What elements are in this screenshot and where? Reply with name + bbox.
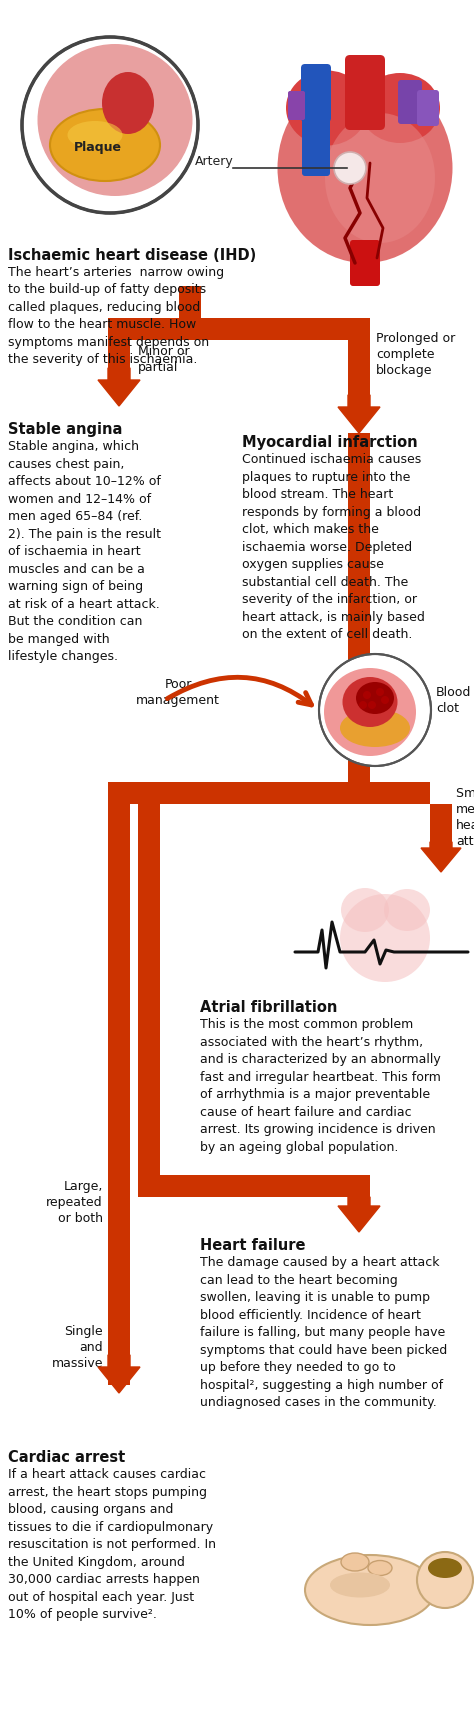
Text: This is the most common problem
associated with the heart’s rhythm,
and is chara: This is the most common problem associat… <box>200 1018 441 1153</box>
Ellipse shape <box>343 677 398 727</box>
Ellipse shape <box>102 72 154 135</box>
Ellipse shape <box>360 72 440 143</box>
FancyArrow shape <box>98 368 140 406</box>
Bar <box>370 782 430 804</box>
FancyBboxPatch shape <box>417 90 439 126</box>
Circle shape <box>376 689 384 696</box>
Ellipse shape <box>356 682 394 715</box>
FancyArrow shape <box>98 1355 140 1393</box>
Text: The damage caused by a heart attack
can lead to the heart becoming
swollen, leav: The damage caused by a heart attack can … <box>200 1257 447 1408</box>
FancyArrow shape <box>338 1198 380 1232</box>
Ellipse shape <box>341 887 389 932</box>
Ellipse shape <box>37 43 192 197</box>
Text: Stable angina: Stable angina <box>8 421 122 437</box>
Text: Myocardial infarction: Myocardial infarction <box>242 435 418 450</box>
Bar <box>430 804 452 842</box>
Text: Single
and
massive: Single and massive <box>52 1326 103 1370</box>
Ellipse shape <box>384 889 430 930</box>
Ellipse shape <box>340 894 430 982</box>
FancyArrowPatch shape <box>167 677 311 704</box>
Ellipse shape <box>277 72 453 262</box>
Text: Artery: Artery <box>195 155 234 167</box>
Text: Blood
clot: Blood clot <box>436 685 471 715</box>
Text: Prolonged or
complete
blockage: Prolonged or complete blockage <box>376 331 455 376</box>
Circle shape <box>334 152 366 185</box>
Ellipse shape <box>67 121 122 148</box>
Text: Large,
repeated
or both: Large, repeated or both <box>46 1181 103 1225</box>
Text: Cardiac arrest: Cardiac arrest <box>8 1450 125 1465</box>
Ellipse shape <box>428 1559 462 1578</box>
FancyBboxPatch shape <box>345 55 385 129</box>
Ellipse shape <box>341 1553 369 1571</box>
Bar <box>348 433 370 782</box>
Bar <box>108 804 130 1384</box>
FancyBboxPatch shape <box>302 110 330 176</box>
Ellipse shape <box>305 1555 435 1624</box>
Circle shape <box>22 36 198 212</box>
Text: Small or
medium
heart
attack: Small or medium heart attack <box>456 787 474 847</box>
FancyArrow shape <box>421 842 461 872</box>
Ellipse shape <box>330 1572 390 1598</box>
Ellipse shape <box>340 709 410 747</box>
Circle shape <box>363 690 371 699</box>
Text: Continued ischaemia causes
plaques to rupture into the
blood stream. The heart
r: Continued ischaemia causes plaques to ru… <box>242 452 425 640</box>
Circle shape <box>368 701 376 709</box>
Text: Ischaemic heart disease (IHD): Ischaemic heart disease (IHD) <box>8 249 256 262</box>
FancyBboxPatch shape <box>350 240 380 287</box>
Text: Heart failure: Heart failure <box>200 1238 306 1253</box>
FancyBboxPatch shape <box>301 64 331 123</box>
Ellipse shape <box>286 71 368 145</box>
Ellipse shape <box>325 112 435 243</box>
Text: Poor
management: Poor management <box>136 678 220 708</box>
Circle shape <box>359 701 367 709</box>
FancyBboxPatch shape <box>288 91 305 121</box>
Ellipse shape <box>368 1560 392 1576</box>
Text: If a heart attack causes cardiac
arrest, the heart stops pumping
blood, causing : If a heart attack causes cardiac arrest,… <box>8 1469 216 1621</box>
Bar <box>108 340 130 368</box>
Ellipse shape <box>50 109 160 181</box>
Ellipse shape <box>324 668 416 756</box>
Text: Stable angina, which
causes chest pain,
affects about 10–12% of
women and 12–14%: Stable angina, which causes chest pain, … <box>8 440 161 663</box>
Text: Atrial fibrillation: Atrial fibrillation <box>200 999 337 1015</box>
Text: Minor or
partial: Minor or partial <box>138 345 190 375</box>
Circle shape <box>319 654 431 766</box>
Circle shape <box>381 696 389 704</box>
FancyBboxPatch shape <box>398 79 422 124</box>
Bar <box>108 782 370 804</box>
Bar <box>348 340 370 395</box>
Bar <box>138 1175 370 1198</box>
Bar <box>179 287 201 318</box>
Circle shape <box>417 1552 473 1609</box>
Bar <box>138 804 160 1175</box>
Text: Plaque: Plaque <box>74 140 122 154</box>
Bar <box>108 318 370 340</box>
FancyArrow shape <box>338 395 380 433</box>
Text: The heart’s arteries  narrow owing
to the build-up of fatty deposits
called plaq: The heart’s arteries narrow owing to the… <box>8 266 224 366</box>
Bar <box>138 782 348 804</box>
